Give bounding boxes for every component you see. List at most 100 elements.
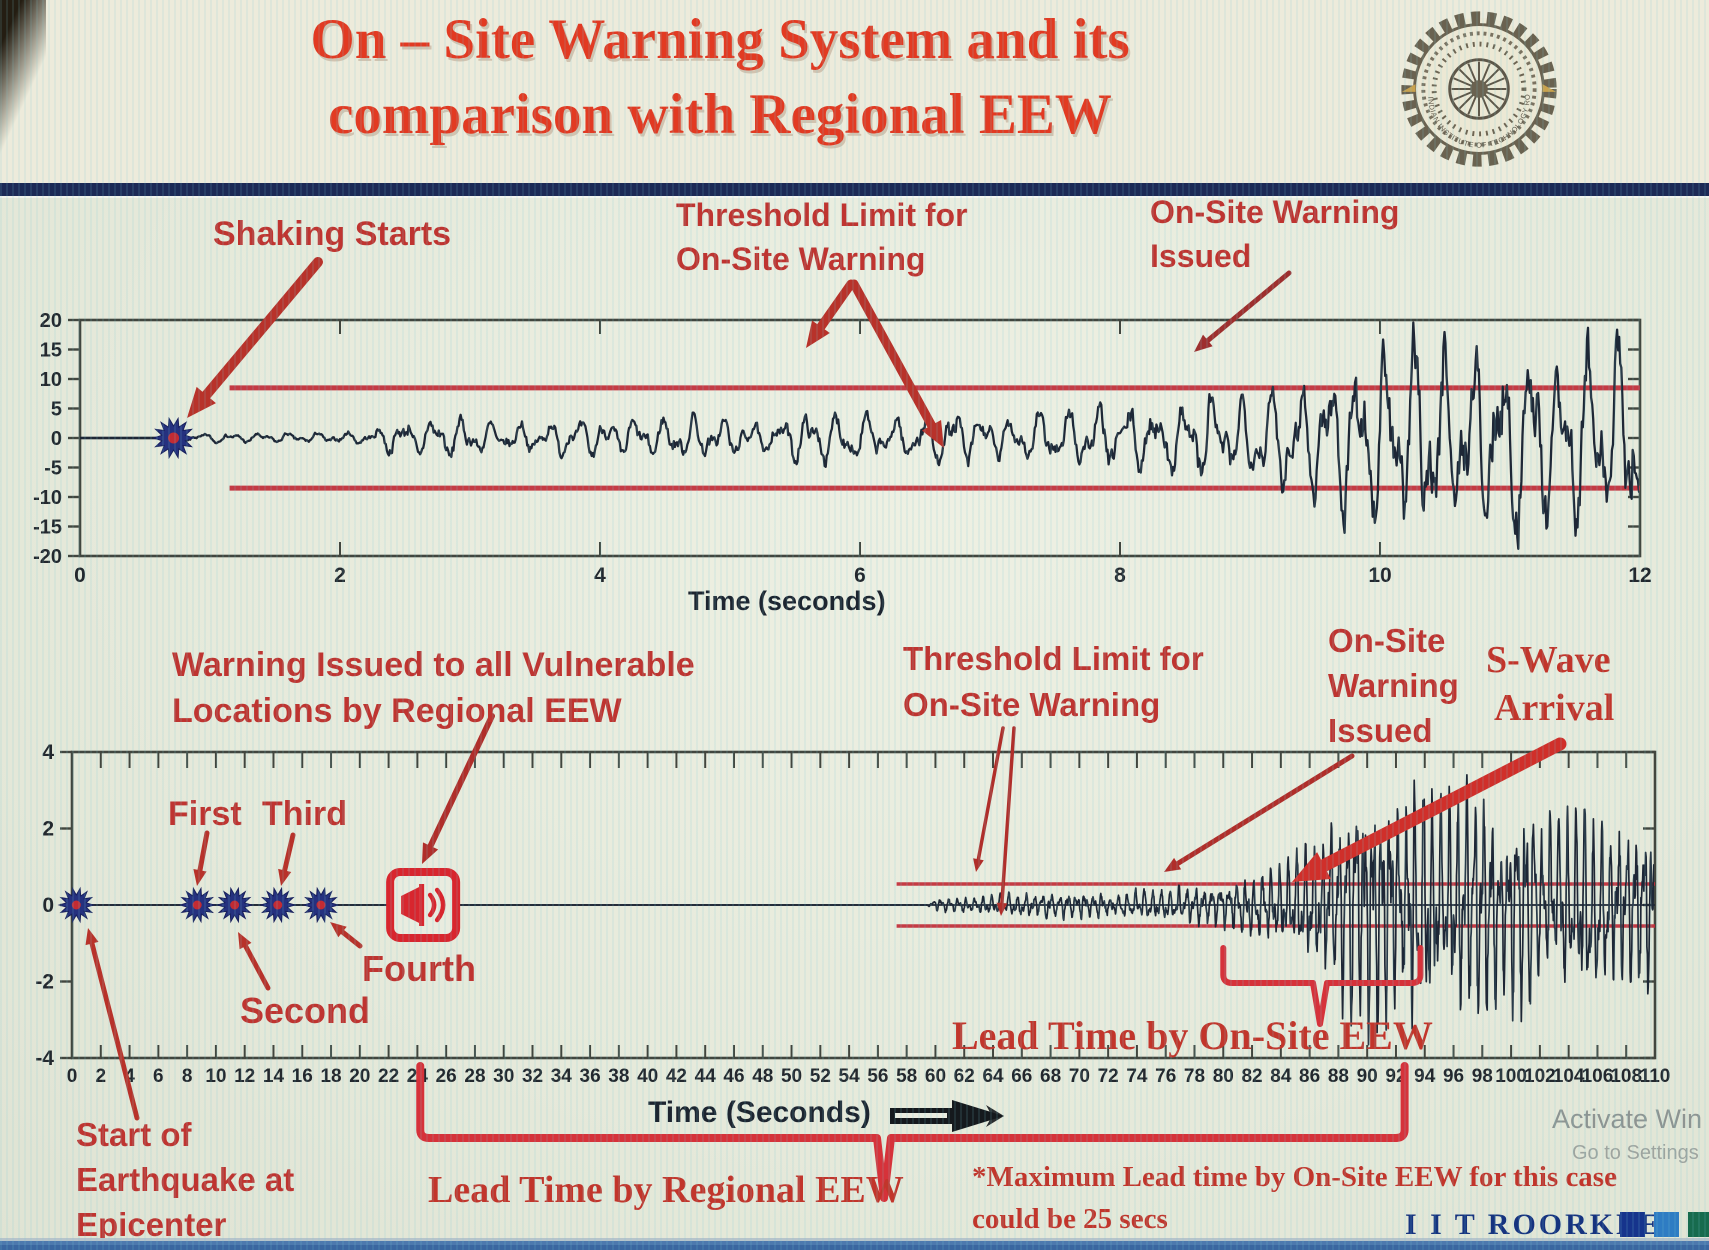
p-wave-report-marker-2	[178, 886, 216, 924]
svg-text:50: 50	[781, 1066, 802, 1087]
annotation-top-issued-line1: On-Site Warning	[1150, 194, 1400, 230]
annotation-regional-line1: Warning Issued to all Vulnerable	[172, 646, 695, 684]
svg-text:26: 26	[436, 1066, 457, 1087]
svg-text:4: 4	[42, 741, 54, 764]
top-warning-issued-arrow	[1194, 270, 1292, 352]
onsite-warning-record-axes: 0 2 4 6 8 10 12 20 15 10 5 0 -5 -10 -15 -20	[33, 310, 1652, 587]
svg-text:-4: -4	[35, 1047, 54, 1070]
svg-text:5: 5	[51, 399, 62, 421]
annotation-regional-line2: Locations by Regional EEW	[172, 692, 622, 730]
shaking-starts-arrow	[187, 257, 323, 418]
svg-text:4: 4	[124, 1066, 135, 1087]
svg-text:84: 84	[1270, 1066, 1292, 1087]
annotation-second: Second	[240, 990, 371, 1031]
iit-roorkee-brand-text: I I T ROORKEE	[1405, 1208, 1663, 1241]
svg-text:0: 0	[51, 428, 62, 450]
iit-roorkee-emblem-icon: INDIAN INSTITUTE OF TECHNOLOGY ROORKEE	[1393, 0, 1557, 167]
svg-text:48: 48	[752, 1066, 773, 1087]
annotation-lead-time-onsite: Lead Time by On-Site EEW	[952, 1013, 1433, 1058]
svg-text:-10: -10	[33, 487, 62, 509]
svg-text:94: 94	[1414, 1066, 1436, 1087]
annotation-start-line2: Earthquake at	[76, 1161, 295, 1198]
svg-text:90: 90	[1357, 1066, 1378, 1087]
svg-text:98: 98	[1472, 1066, 1493, 1087]
annotation-bottom-issued-line3: Issued	[1328, 712, 1433, 749]
svg-text:8: 8	[1114, 564, 1126, 587]
annotation-top-issued-line2: Issued	[1150, 238, 1252, 274]
slide-title: On – Site Warning System and its compari…	[150, 2, 1290, 152]
annotation-start-line1: Start of	[76, 1116, 192, 1153]
annotation-s-wave-arrival: S-Wave Arrival	[1486, 636, 1614, 732]
first-arrow	[193, 830, 210, 886]
svg-text:76: 76	[1155, 1066, 1176, 1087]
svg-text:52: 52	[810, 1066, 831, 1087]
time-axis-direction-arrow-icon	[890, 1100, 1004, 1132]
svg-text:-20: -20	[33, 546, 62, 568]
p-wave-report-marker-1	[57, 886, 96, 924]
annotation-top-threshold-line1: Threshold Limit for	[676, 197, 968, 233]
svg-text:88: 88	[1328, 1066, 1349, 1087]
svg-text:106: 106	[1582, 1066, 1614, 1087]
bottom-threshold-arrow-upper	[973, 726, 1005, 872]
annotation-bottom-warning-issued: On-Site Warning Issued	[1328, 618, 1459, 753]
svg-text:74: 74	[1126, 1066, 1148, 1087]
activate-windows-watermark-line2[interactable]: Go to Settings	[1572, 1142, 1699, 1164]
lead-time-onsite-brace	[1220, 945, 1424, 1027]
svg-text:42: 42	[666, 1066, 687, 1087]
s-wave-arrival-arrow	[1292, 737, 1567, 882]
shaking-starts-marker	[151, 416, 196, 460]
svg-text:2: 2	[95, 1066, 106, 1087]
photo-corner-shadow	[0, 0, 46, 160]
annotation-first: First	[168, 795, 242, 833]
svg-text:38: 38	[608, 1066, 629, 1087]
svg-text:-5: -5	[44, 458, 62, 480]
screen-bottom-strip	[0, 1238, 1709, 1250]
svg-text:4: 4	[594, 564, 606, 587]
iit-roorkee-logo: INDIAN INSTITUTE OF TECHNOLOGY ROORKEE	[1393, 0, 1562, 173]
annotation-swave-line1: S-Wave	[1486, 639, 1611, 681]
annotation-top-threshold-limit: Threshold Limit for On-Site Warning	[676, 193, 968, 281]
annotation-max-lead-note: *Maximum Lead time by On-Site EEW for th…	[972, 1156, 1617, 1240]
svg-text:28: 28	[464, 1066, 485, 1087]
slide-title-line2: comparison with Regional EEW	[328, 83, 1112, 146]
brand-square-green	[1688, 1212, 1709, 1237]
svg-text:16: 16	[292, 1066, 313, 1087]
title-divider-bar	[0, 183, 1709, 196]
brand-square-blue	[1654, 1212, 1679, 1237]
svg-text:82: 82	[1241, 1066, 1262, 1087]
svg-text:70: 70	[1069, 1066, 1090, 1087]
svg-text:10: 10	[40, 369, 62, 391]
svg-text:64: 64	[982, 1066, 1004, 1087]
annotation-regional-warning: Warning Issued to all Vulnerable Locatio…	[172, 642, 695, 734]
svg-text:62: 62	[954, 1066, 975, 1087]
svg-text:72: 72	[1098, 1066, 1119, 1087]
svg-text:20: 20	[349, 1066, 370, 1087]
annotation-third: Third	[262, 795, 347, 833]
svg-text:54: 54	[839, 1066, 861, 1087]
svg-text:18: 18	[320, 1066, 341, 1087]
p-wave-report-marker-3	[215, 886, 254, 924]
regional-vs-onsite-record-axes: 0 2 4 6 8 10 12 14 16 18 20 22 24 26 28 30 32 34 36 38 40 42 4…	[35, 741, 1670, 1087]
svg-text:6: 6	[854, 564, 866, 587]
svg-text:6: 6	[153, 1066, 164, 1087]
annotation-lead-time-regional: Lead Time by Regional EEW	[428, 1169, 904, 1211]
svg-text:22: 22	[378, 1066, 399, 1087]
annotation-fourth: Fourth	[362, 948, 476, 989]
svg-text:102: 102	[1524, 1066, 1556, 1087]
annotation-bottom-threshold-line1: Threshold Limit for	[903, 640, 1204, 677]
svg-text:2: 2	[334, 564, 346, 587]
regional-warning-arrow	[422, 713, 495, 864]
annotation-top-warning-issued: On-Site Warning Issued	[1150, 190, 1399, 278]
top-x-axis-title: Time (seconds)	[688, 586, 886, 616]
regional-eew-alarm-icon	[386, 868, 461, 942]
brand-square-navy	[1620, 1212, 1645, 1237]
svg-text:80: 80	[1213, 1066, 1234, 1087]
bottom-threshold-arrow-lower	[996, 726, 1016, 916]
svg-text:68: 68	[1040, 1066, 1061, 1087]
onsite-warning-record-threshold-lines	[229, 385, 1640, 491]
svg-text:56: 56	[867, 1066, 888, 1087]
svg-text:86: 86	[1299, 1066, 1320, 1087]
slide-title-line1: On – Site Warning System and its	[310, 8, 1130, 71]
fourth-arrow	[330, 922, 363, 949]
